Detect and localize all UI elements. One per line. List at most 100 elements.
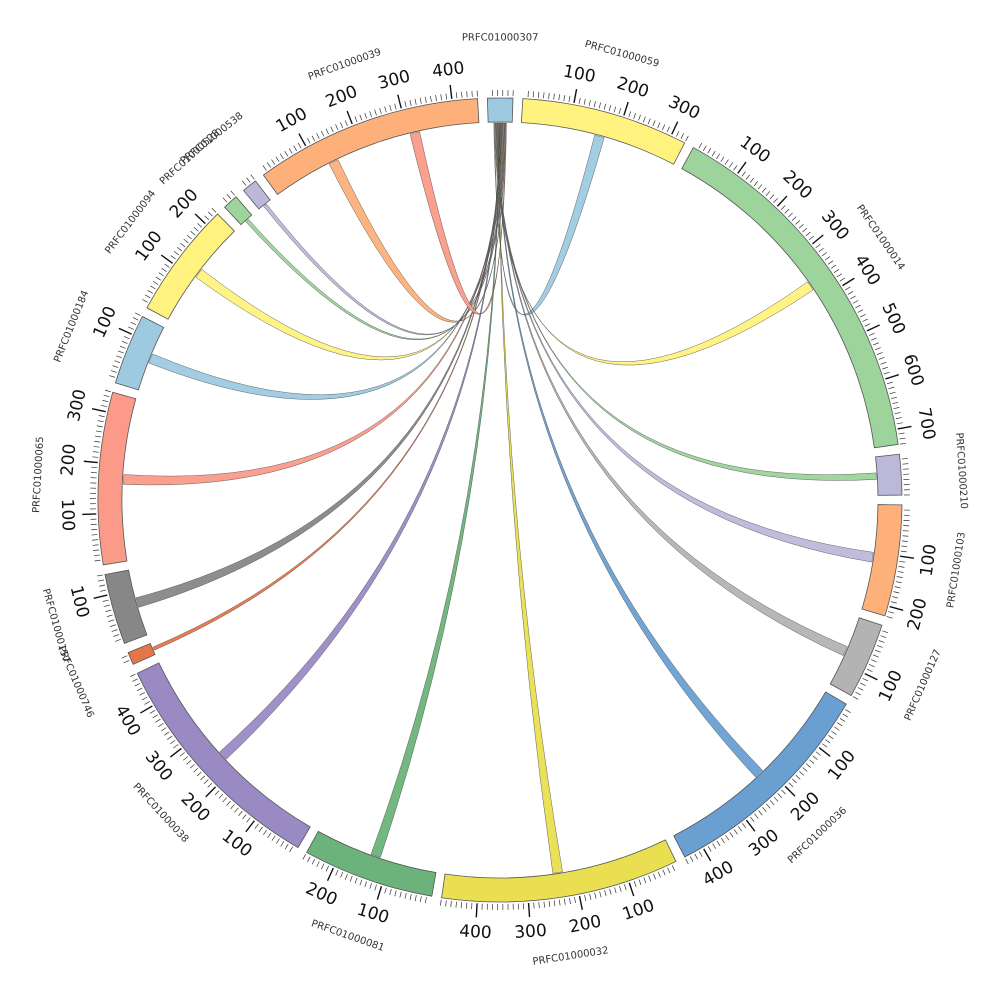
minor-tick — [888, 611, 895, 614]
minor-tick — [293, 145, 297, 152]
minor-tick — [424, 96, 427, 103]
major-tick — [194, 213, 206, 225]
minor-tick — [648, 875, 652, 882]
minor-tick — [892, 596, 899, 599]
tick-label: 100 — [57, 498, 78, 531]
minor-tick — [284, 150, 289, 157]
minor-tick — [833, 269, 840, 274]
minor-tick — [598, 102, 601, 109]
minor-tick — [134, 683, 141, 687]
minor-tick — [109, 375, 116, 378]
minor-tick — [93, 549, 100, 551]
major-tick — [449, 84, 453, 99]
tick-label: 100 — [736, 132, 774, 167]
minor-tick — [895, 581, 902, 584]
major-tick — [346, 110, 353, 125]
minor-tick — [211, 208, 217, 213]
minor-tick — [279, 153, 284, 160]
minor-tick — [99, 584, 106, 587]
major-tick — [737, 161, 747, 174]
contig-label-prfc01000184: PRFC01000184 — [52, 289, 91, 364]
minor-tick — [844, 286, 851, 291]
minor-tick — [238, 810, 243, 816]
minor-tick — [266, 162, 271, 168]
minor-tick — [855, 691, 861, 696]
minor-tick — [839, 717, 846, 722]
minor-tick — [103, 394, 110, 398]
tick-label: 200 — [904, 596, 932, 633]
minor-tick — [628, 111, 632, 118]
minor-tick — [707, 846, 712, 852]
minor-tick — [543, 92, 545, 99]
minor-tick — [831, 730, 837, 735]
minor-tick — [769, 194, 775, 200]
minor-tick — [164, 731, 170, 736]
major-tick — [885, 374, 899, 380]
minor-tick — [569, 897, 571, 904]
minor-tick — [189, 764, 195, 769]
minor-tick — [440, 94, 442, 101]
minor-tick — [288, 148, 293, 154]
minor-tick — [115, 639, 121, 642]
minor-tick — [344, 120, 348, 127]
minor-tick — [815, 243, 821, 249]
tick-label: 400 — [431, 58, 466, 82]
minor-tick — [892, 401, 899, 405]
minor-tick — [384, 887, 387, 894]
minor-tick — [109, 624, 116, 627]
minor-tick — [455, 901, 457, 908]
major-tick — [818, 747, 831, 757]
minor-tick — [461, 91, 463, 98]
minor-tick — [128, 326, 134, 330]
minor-tick — [809, 759, 815, 764]
minor-tick — [733, 165, 738, 171]
minor-tick — [860, 682, 866, 686]
minor-tick — [340, 122, 344, 129]
minor-tick — [852, 300, 859, 304]
minor-tick — [105, 609, 112, 612]
minor-tick — [568, 95, 571, 102]
minor-tick — [878, 640, 885, 643]
minor-tick — [349, 875, 353, 882]
minor-tick — [667, 867, 671, 874]
tick-label: 400 — [699, 857, 737, 891]
minor-tick — [359, 879, 363, 886]
minor-tick — [862, 677, 869, 682]
minor-tick — [901, 545, 908, 548]
minor-tick — [777, 793, 783, 799]
minor-tick — [563, 898, 566, 905]
minor-tick — [91, 534, 98, 536]
minor-tick — [158, 723, 164, 727]
tick-label: 100 — [875, 667, 907, 705]
tick-label: 100 — [917, 543, 941, 578]
minor-tick — [792, 778, 797, 784]
minor-tick — [882, 366, 889, 370]
minor-tick — [795, 220, 801, 225]
minor-tick — [836, 722, 843, 727]
minor-tick — [419, 97, 422, 104]
minor-tick — [158, 272, 164, 277]
minor-tick — [852, 696, 859, 700]
minor-tick — [335, 124, 339, 131]
minor-tick — [657, 122, 661, 129]
minor-tick — [847, 291, 854, 295]
minor-tick — [147, 290, 153, 294]
minor-tick — [193, 767, 199, 773]
minor-tick — [173, 744, 179, 749]
minor-tick — [222, 797, 228, 803]
minor-tick — [725, 835, 730, 841]
minor-tick — [745, 174, 750, 180]
minor-tick — [720, 156, 725, 162]
tick-label: 100 — [89, 303, 121, 341]
link-to-prfc01000094 — [195, 122, 504, 361]
segment-prfc01000065 — [97, 391, 137, 566]
tick-label: 100 — [824, 747, 860, 785]
minor-tick — [94, 435, 101, 438]
major-tick — [628, 882, 635, 897]
minor-tick — [93, 554, 100, 557]
minor-tick — [246, 817, 251, 823]
minor-tick — [302, 854, 307, 860]
segment-prfc01000059 — [521, 98, 686, 165]
segment-prfc01000094 — [146, 213, 235, 320]
minor-tick — [716, 153, 720, 160]
